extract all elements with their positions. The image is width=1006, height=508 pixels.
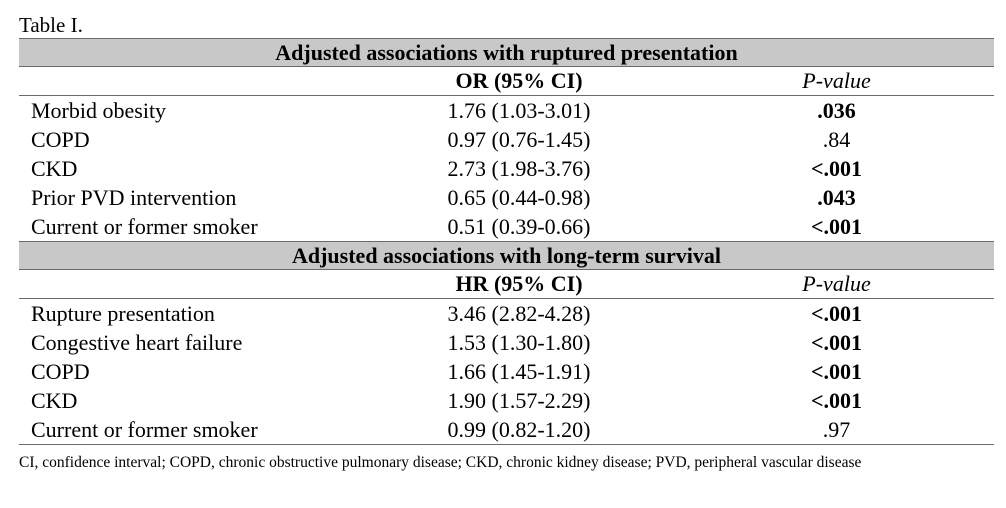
row-estimate: 1.66 (1.45-1.91) [447, 358, 591, 384]
table-row: COPD 1.66 (1.45-1.91) <.001 [19, 357, 994, 386]
row-label: Current or former smoker [31, 416, 258, 442]
section-header-ruptured: Adjusted associations with ruptured pres… [19, 38, 994, 67]
row-estimate: 1.76 (1.03-3.01) [447, 97, 591, 123]
column-header-row: HR (95% CI) P-value [19, 270, 994, 299]
row-label: Morbid obesity [31, 97, 167, 123]
row-label: Current or former smoker [31, 213, 258, 239]
row-label: COPD [31, 126, 90, 152]
column-header-pvalue: P-value [802, 68, 871, 93]
results-table: Adjusted associations with ruptured pres… [19, 38, 994, 445]
table-footnote: CI, confidence interval; COPD, chronic o… [19, 454, 862, 471]
row-estimate: 3.46 (2.82-4.28) [447, 300, 591, 326]
table-row: Morbid obesity 1.76 (1.03-3.01) .036 [19, 96, 994, 125]
row-estimate: 0.65 (0.44-0.98) [447, 184, 591, 210]
row-estimate: 1.90 (1.57-2.29) [447, 387, 591, 413]
section-header-survival: Adjusted associations with long-term sur… [19, 241, 994, 270]
row-pvalue: .84 [822, 126, 851, 152]
row-pvalue: <.001 [810, 300, 863, 326]
row-label: CKD [31, 155, 78, 181]
row-label: Congestive heart failure [31, 329, 243, 355]
row-label: Rupture presentation [31, 300, 215, 326]
table-row: CKD 2.73 (1.98-3.76) <.001 [19, 154, 994, 183]
row-estimate: 2.73 (1.98-3.76) [447, 155, 591, 181]
column-header-hr: HR (95% CI) [455, 271, 583, 296]
row-pvalue: .97 [822, 416, 851, 442]
row-pvalue: <.001 [810, 329, 863, 355]
row-pvalue: <.001 [810, 358, 863, 384]
row-pvalue: .036 [817, 97, 856, 123]
table-caption: Table I. [19, 13, 83, 37]
table-row: Rupture presentation 3.46 (2.82-4.28) <.… [19, 299, 994, 328]
column-header-pvalue: P-value [802, 271, 871, 296]
table-row: Current or former smoker 0.51 (0.39-0.66… [19, 212, 994, 241]
table-row: Prior PVD intervention 0.65 (0.44-0.98) … [19, 183, 994, 212]
row-pvalue: <.001 [810, 387, 863, 413]
column-header-row: OR (95% CI) P-value [19, 67, 994, 96]
row-estimate: 0.97 (0.76-1.45) [447, 126, 591, 152]
row-pvalue: <.001 [810, 155, 863, 181]
row-estimate: 0.51 (0.39-0.66) [447, 213, 591, 239]
table-row: CKD 1.90 (1.57-2.29) <.001 [19, 386, 994, 415]
row-pvalue: <.001 [810, 213, 863, 239]
row-label: COPD [31, 358, 90, 384]
table-row: Current or former smoker 0.99 (0.82-1.20… [19, 415, 994, 445]
column-header-or: OR (95% CI) [455, 68, 583, 93]
row-estimate: 1.53 (1.30-1.80) [447, 329, 591, 355]
row-label: Prior PVD intervention [31, 184, 237, 210]
row-pvalue: .043 [817, 184, 856, 210]
row-estimate: 0.99 (0.82-1.20) [447, 416, 591, 442]
table-row: Congestive heart failure 1.53 (1.30-1.80… [19, 328, 994, 357]
table-row: COPD 0.97 (0.76-1.45) .84 [19, 125, 994, 154]
row-label: CKD [31, 387, 78, 413]
